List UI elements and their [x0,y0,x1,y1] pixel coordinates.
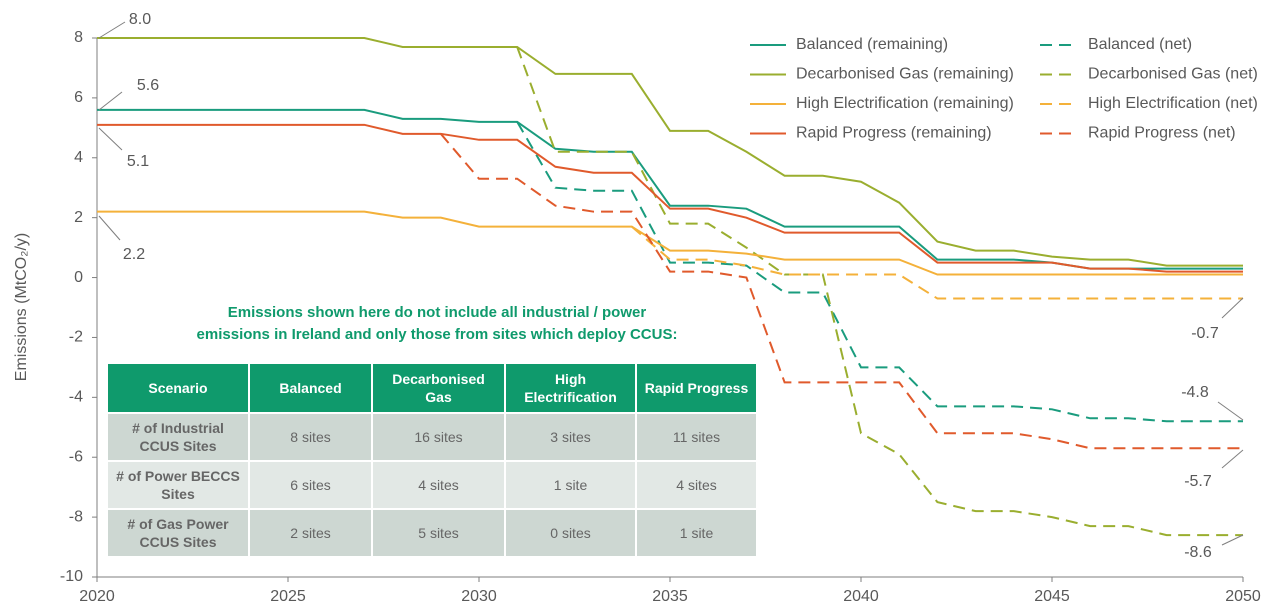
legend-label: Balanced (remaining) [796,36,948,53]
table-header-row: Scenario Balanced Decarbonised Gas High Ele… [106,362,758,414]
header-cell: Balanced [248,362,373,414]
table-row: # of Gas Power CCUS Sites 2 sites 5 sites 0… [106,508,758,558]
table-cell: 4 sites [635,460,758,510]
table-row: # of Power BECCS Sites 6 sites 4 sites 1 si… [106,460,758,510]
header-cell: Rapid Progress [635,362,758,414]
header-cell: Scenario [106,362,250,414]
table-cell: 6 sites [248,460,373,510]
x-tick-label: 2025 [270,588,306,605]
y-tick-label: -2 [69,329,83,346]
annotation-leader [1221,449,1244,469]
x-tick-label: 2040 [843,588,879,605]
annotation-leader [1221,534,1244,546]
series-line [440,133,1243,450]
annotation: -4.8 [1181,384,1209,401]
table-cell: 8 sites [248,412,373,462]
y-tick-label: -8 [69,508,83,525]
legend-label: High Electrification (remaining) [796,95,1014,112]
annotation-leader [98,91,123,111]
series-line [97,108,1243,270]
table-row: # of Industrial CCUS Sites 8 sites 16 site… [106,412,758,462]
table-cell: 16 sites [371,412,506,462]
annotation-leader [98,21,126,39]
annotation: 5.1 [127,153,149,170]
table-cell: 11 sites [635,412,758,462]
y-tick-label: -10 [60,568,83,585]
annotation: -5.7 [1184,473,1212,490]
y-tick-label: 6 [74,89,83,106]
y-tick-label: 0 [74,269,83,286]
y-axis-label: Emissions (MtCO₂/y) [13,233,30,381]
annotation: 8.0 [129,11,151,28]
legend-label: Decarbonised Gas (remaining) [796,66,1014,83]
y-tick-label: -4 [69,389,83,406]
y-tick-label: 2 [74,209,83,226]
x-tick-label: 2045 [1034,588,1070,605]
table-cell: 3 sites [504,412,637,462]
y-tick-label: 8 [74,29,83,46]
annotation: 2.2 [123,246,145,263]
table-cell: # of Power BECCS Sites [106,460,250,510]
annotation-leader [98,215,121,241]
annotation-leader [1217,401,1244,421]
annotation-leader [98,127,123,151]
table-cell: # of Gas Power CCUS Sites [106,508,250,558]
annotation: -0.7 [1191,325,1219,342]
note-line: Emissions shown here do not include all … [227,304,647,321]
table-note: Emissions shown here do not include all … [106,302,768,346]
table-cell: 5 sites [371,508,506,558]
series-line [97,210,1243,276]
header-cell: High Electrification [504,362,637,414]
legend-label: Decarbonised Gas (net) [1088,66,1258,83]
series-line [97,37,1243,267]
table-cell: 2 sites [248,508,373,558]
table-cell: 1 site [635,508,758,558]
annotation: -8.6 [1184,544,1212,561]
x-tick-label: 2030 [461,588,497,605]
sites-table: Scenario Balanced Decarbonised Gas High Ele… [106,362,758,558]
series-line [516,46,1243,537]
y-tick-label: 4 [74,149,83,166]
annotation-leader [1221,297,1244,319]
x-tick-label: 2020 [79,588,115,605]
header-cell: Decarbonised Gas [371,362,506,414]
x-tick-label: 2050 [1225,588,1261,605]
table-cell: 0 sites [504,508,637,558]
series-line [97,123,1243,273]
table-cell: 4 sites [371,460,506,510]
annotation: 5.6 [137,77,159,94]
y-tick-label: -6 [69,448,83,465]
legend-label: High Electrification (net) [1088,95,1258,112]
note-line: emissions in Ireland and only those from… [196,326,678,343]
x-tick-label: 2035 [652,588,688,605]
series-line [631,225,1243,300]
legend-label: Rapid Progress (net) [1088,125,1236,142]
series-line [516,121,1243,423]
table-cell: # of Industrial CCUS Sites [106,412,250,462]
legend-label: Rapid Progress (remaining) [796,125,992,142]
legend-label: Balanced (net) [1088,36,1192,53]
table-cell: 1 site [504,460,637,510]
